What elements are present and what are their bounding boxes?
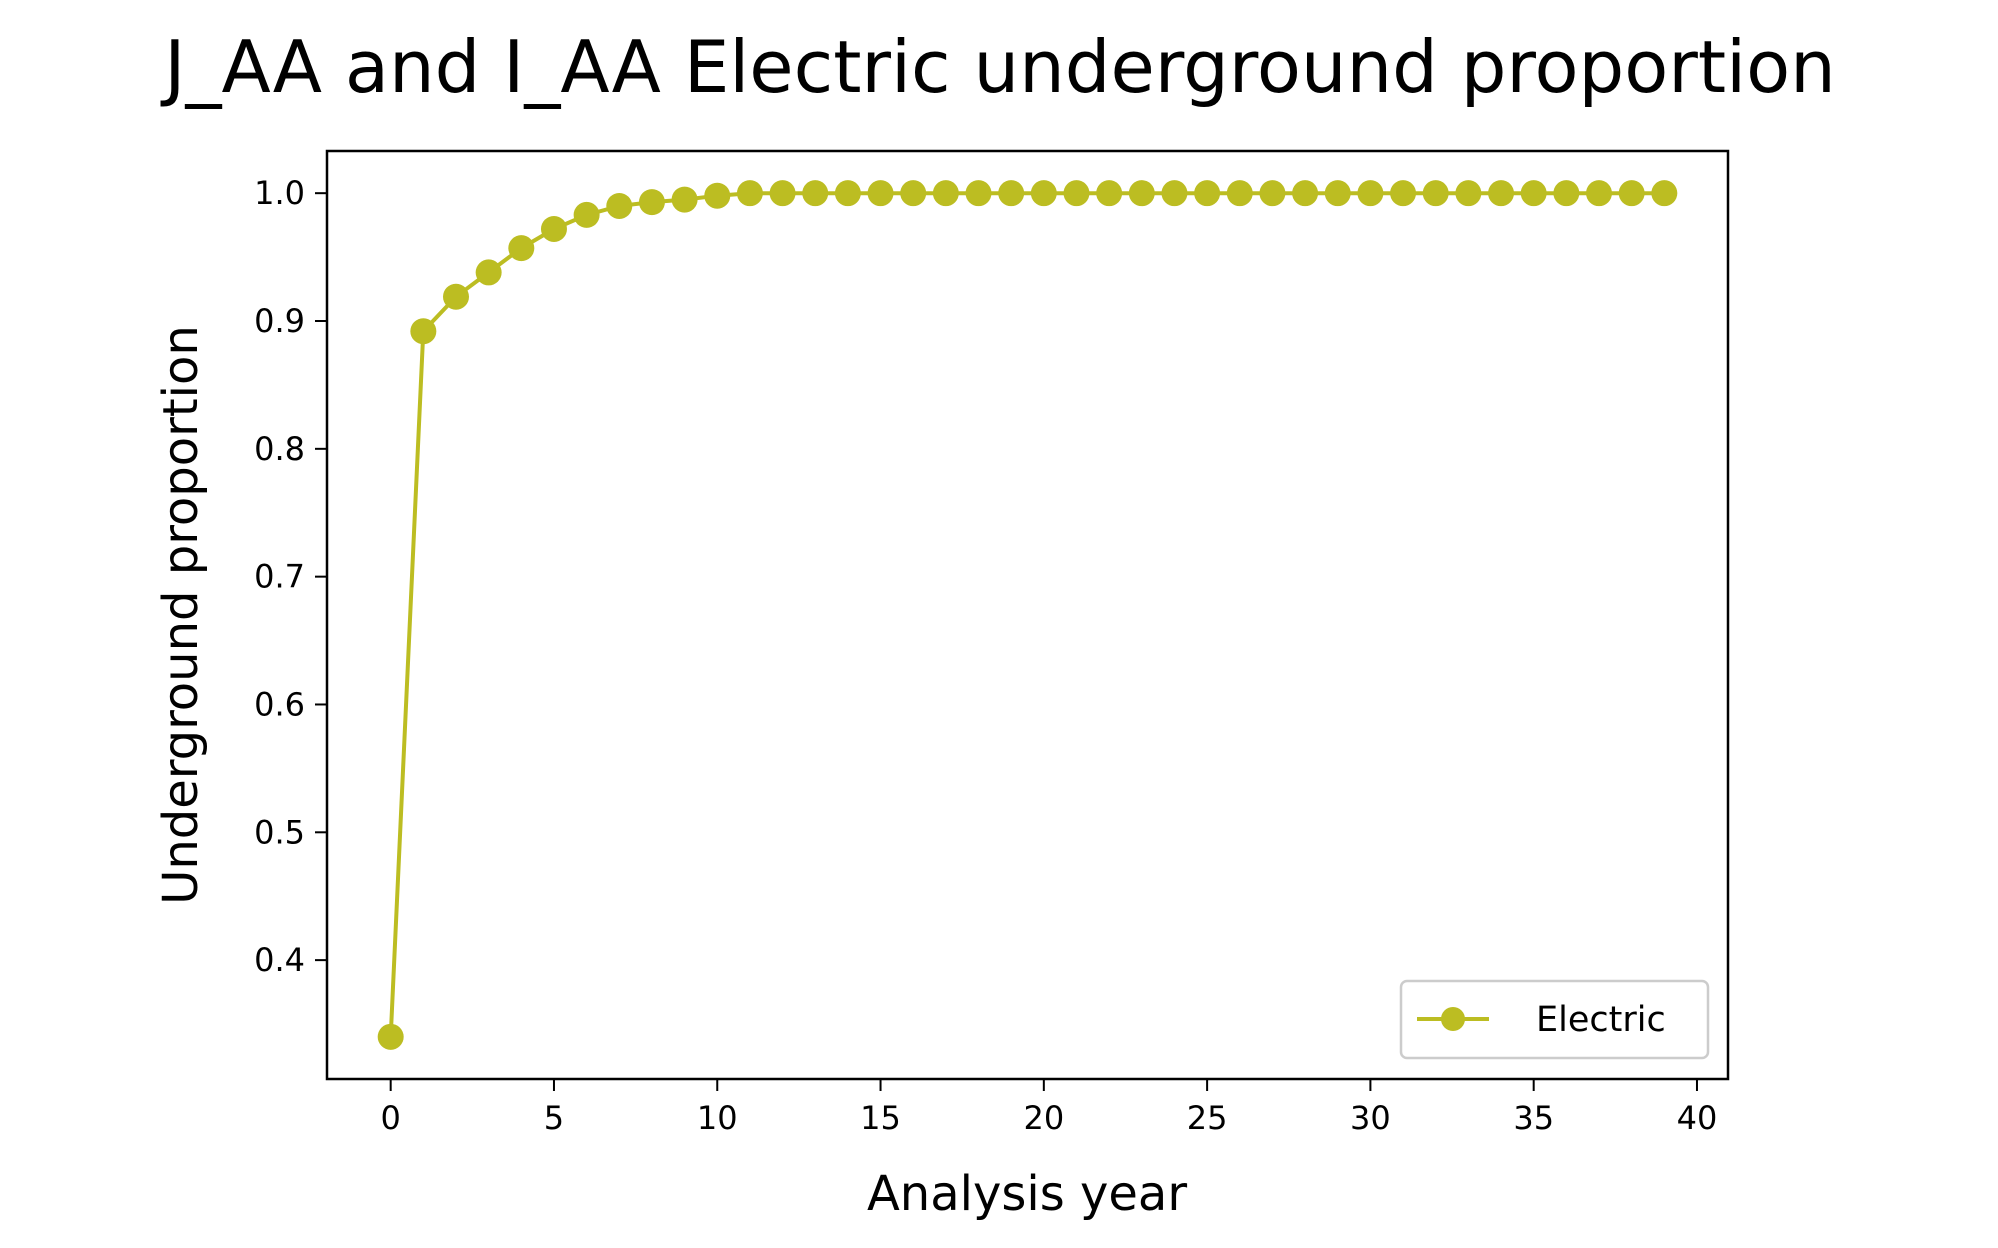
data-point: [573, 201, 600, 228]
data-point: [1324, 180, 1351, 207]
data-point: [1226, 180, 1253, 207]
data-point: [606, 192, 633, 219]
data-point: [540, 215, 567, 242]
legend-entry-electric: Electric: [1536, 1000, 1666, 1040]
data-point: [998, 180, 1025, 207]
x-axis: 0 5 10 15 20 25 30 35 40: [381, 1079, 1718, 1137]
y-tick-label: 0.9: [254, 302, 305, 340]
data-point: [1128, 180, 1155, 207]
data-point: [508, 235, 535, 262]
data-point: [1030, 180, 1057, 207]
x-tick-label: 0: [381, 1099, 401, 1137]
plot-area: [377, 180, 1678, 1050]
legend-marker-sample: [1441, 1007, 1465, 1031]
data-point: [1586, 180, 1613, 207]
y-axis: 0.4 0.5 0.6 0.7 0.8 0.9 1.0: [254, 174, 327, 979]
data-point: [1063, 180, 1090, 207]
x-tick-label: 10: [697, 1099, 738, 1137]
x-axis-label: Analysis year: [867, 1166, 1187, 1222]
x-tick-label: 30: [1350, 1099, 1391, 1137]
data-point: [1292, 180, 1319, 207]
y-tick-label: 0.7: [254, 558, 305, 596]
data-point: [1488, 180, 1515, 207]
y-tick-label: 0.4: [254, 941, 305, 979]
data-point: [736, 180, 763, 207]
data-point: [1455, 180, 1482, 207]
y-tick-label: 0.6: [254, 685, 305, 723]
data-point: [442, 283, 469, 310]
x-tick-label: 5: [544, 1099, 564, 1137]
data-point: [965, 180, 992, 207]
y-tick-label: 0.5: [254, 813, 305, 851]
y-tick-label: 1.0: [254, 174, 305, 212]
data-point: [1618, 180, 1645, 207]
x-tick-label: 35: [1513, 1099, 1554, 1137]
data-point: [671, 186, 698, 213]
data-point: [867, 180, 894, 207]
data-point: [802, 180, 829, 207]
plot-frame: [325, 149, 1730, 1081]
data-point: [377, 1023, 404, 1050]
x-tick-label: 40: [1677, 1099, 1718, 1137]
data-point: [1194, 180, 1221, 207]
data-point: [1520, 180, 1547, 207]
x-tick-label: 20: [1023, 1099, 1064, 1137]
y-tick-label: 0.8: [254, 430, 305, 468]
data-point: [932, 180, 959, 207]
legend-box: [1399, 979, 1710, 1060]
y-axis-label: Underground proportion: [153, 325, 209, 905]
data-point: [1161, 180, 1188, 207]
data-point: [1422, 180, 1449, 207]
data-point: [704, 182, 731, 209]
data-point: [1259, 180, 1286, 207]
data-point: [475, 259, 502, 286]
data-point: [1357, 180, 1384, 207]
legend: Electric: [1399, 979, 1710, 1060]
data-point: [638, 189, 665, 216]
data-point: [1553, 180, 1580, 207]
data-point: [1390, 180, 1417, 207]
data-point: [900, 180, 927, 207]
data-point: [834, 180, 861, 207]
data-point: [769, 180, 796, 207]
series-line-electric: [388, 191, 1665, 1037]
data-point: [410, 318, 437, 345]
data-point: [1651, 180, 1678, 207]
x-tick-label: 15: [860, 1099, 901, 1137]
x-tick-label: 25: [1187, 1099, 1228, 1137]
chart-title: J_AA and I_AA Electric underground propo…: [160, 25, 1836, 109]
data-point: [1096, 180, 1123, 207]
